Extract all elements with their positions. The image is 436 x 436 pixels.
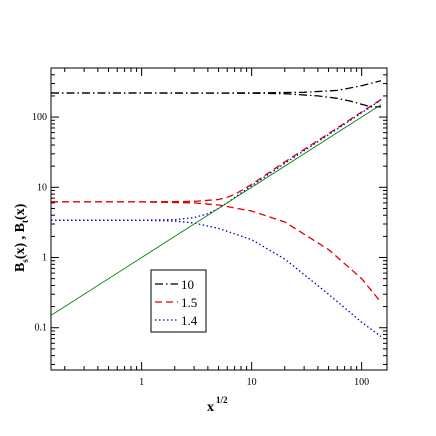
axis-ticks [51,67,387,370]
series-line-upper [51,80,382,94]
plot-frame [50,67,388,371]
x-tick-label: 10 [247,377,257,388]
x-tick-label: 100 [354,377,369,388]
tick-labels: 1 10 100 0.1 1 10 100 [32,112,369,388]
x-tick-label: 1 [139,377,144,388]
y-tick-label: 100 [32,112,47,123]
legend-box [150,269,207,333]
y-axis-label: Bs(x) , Bt(x) [13,203,30,272]
series-line-lower [51,201,382,303]
x-axis-label: x 1/2 [207,395,228,415]
legend-label: 10 [181,277,194,292]
legend-label: 1.5 [181,295,197,310]
y-tick-label: 1 [42,253,47,264]
series-line-lower [51,92,381,108]
legend: 10 1.5 1.4 [150,269,207,333]
y-tick-label: 10 [37,182,47,193]
series-line-lower [51,219,382,338]
y-tick-label: 0.1 [35,323,48,334]
series-line-upper [51,98,382,203]
plot-lines [51,80,382,338]
legend-label: 1.4 [181,313,198,328]
series-line-reference [51,104,382,316]
